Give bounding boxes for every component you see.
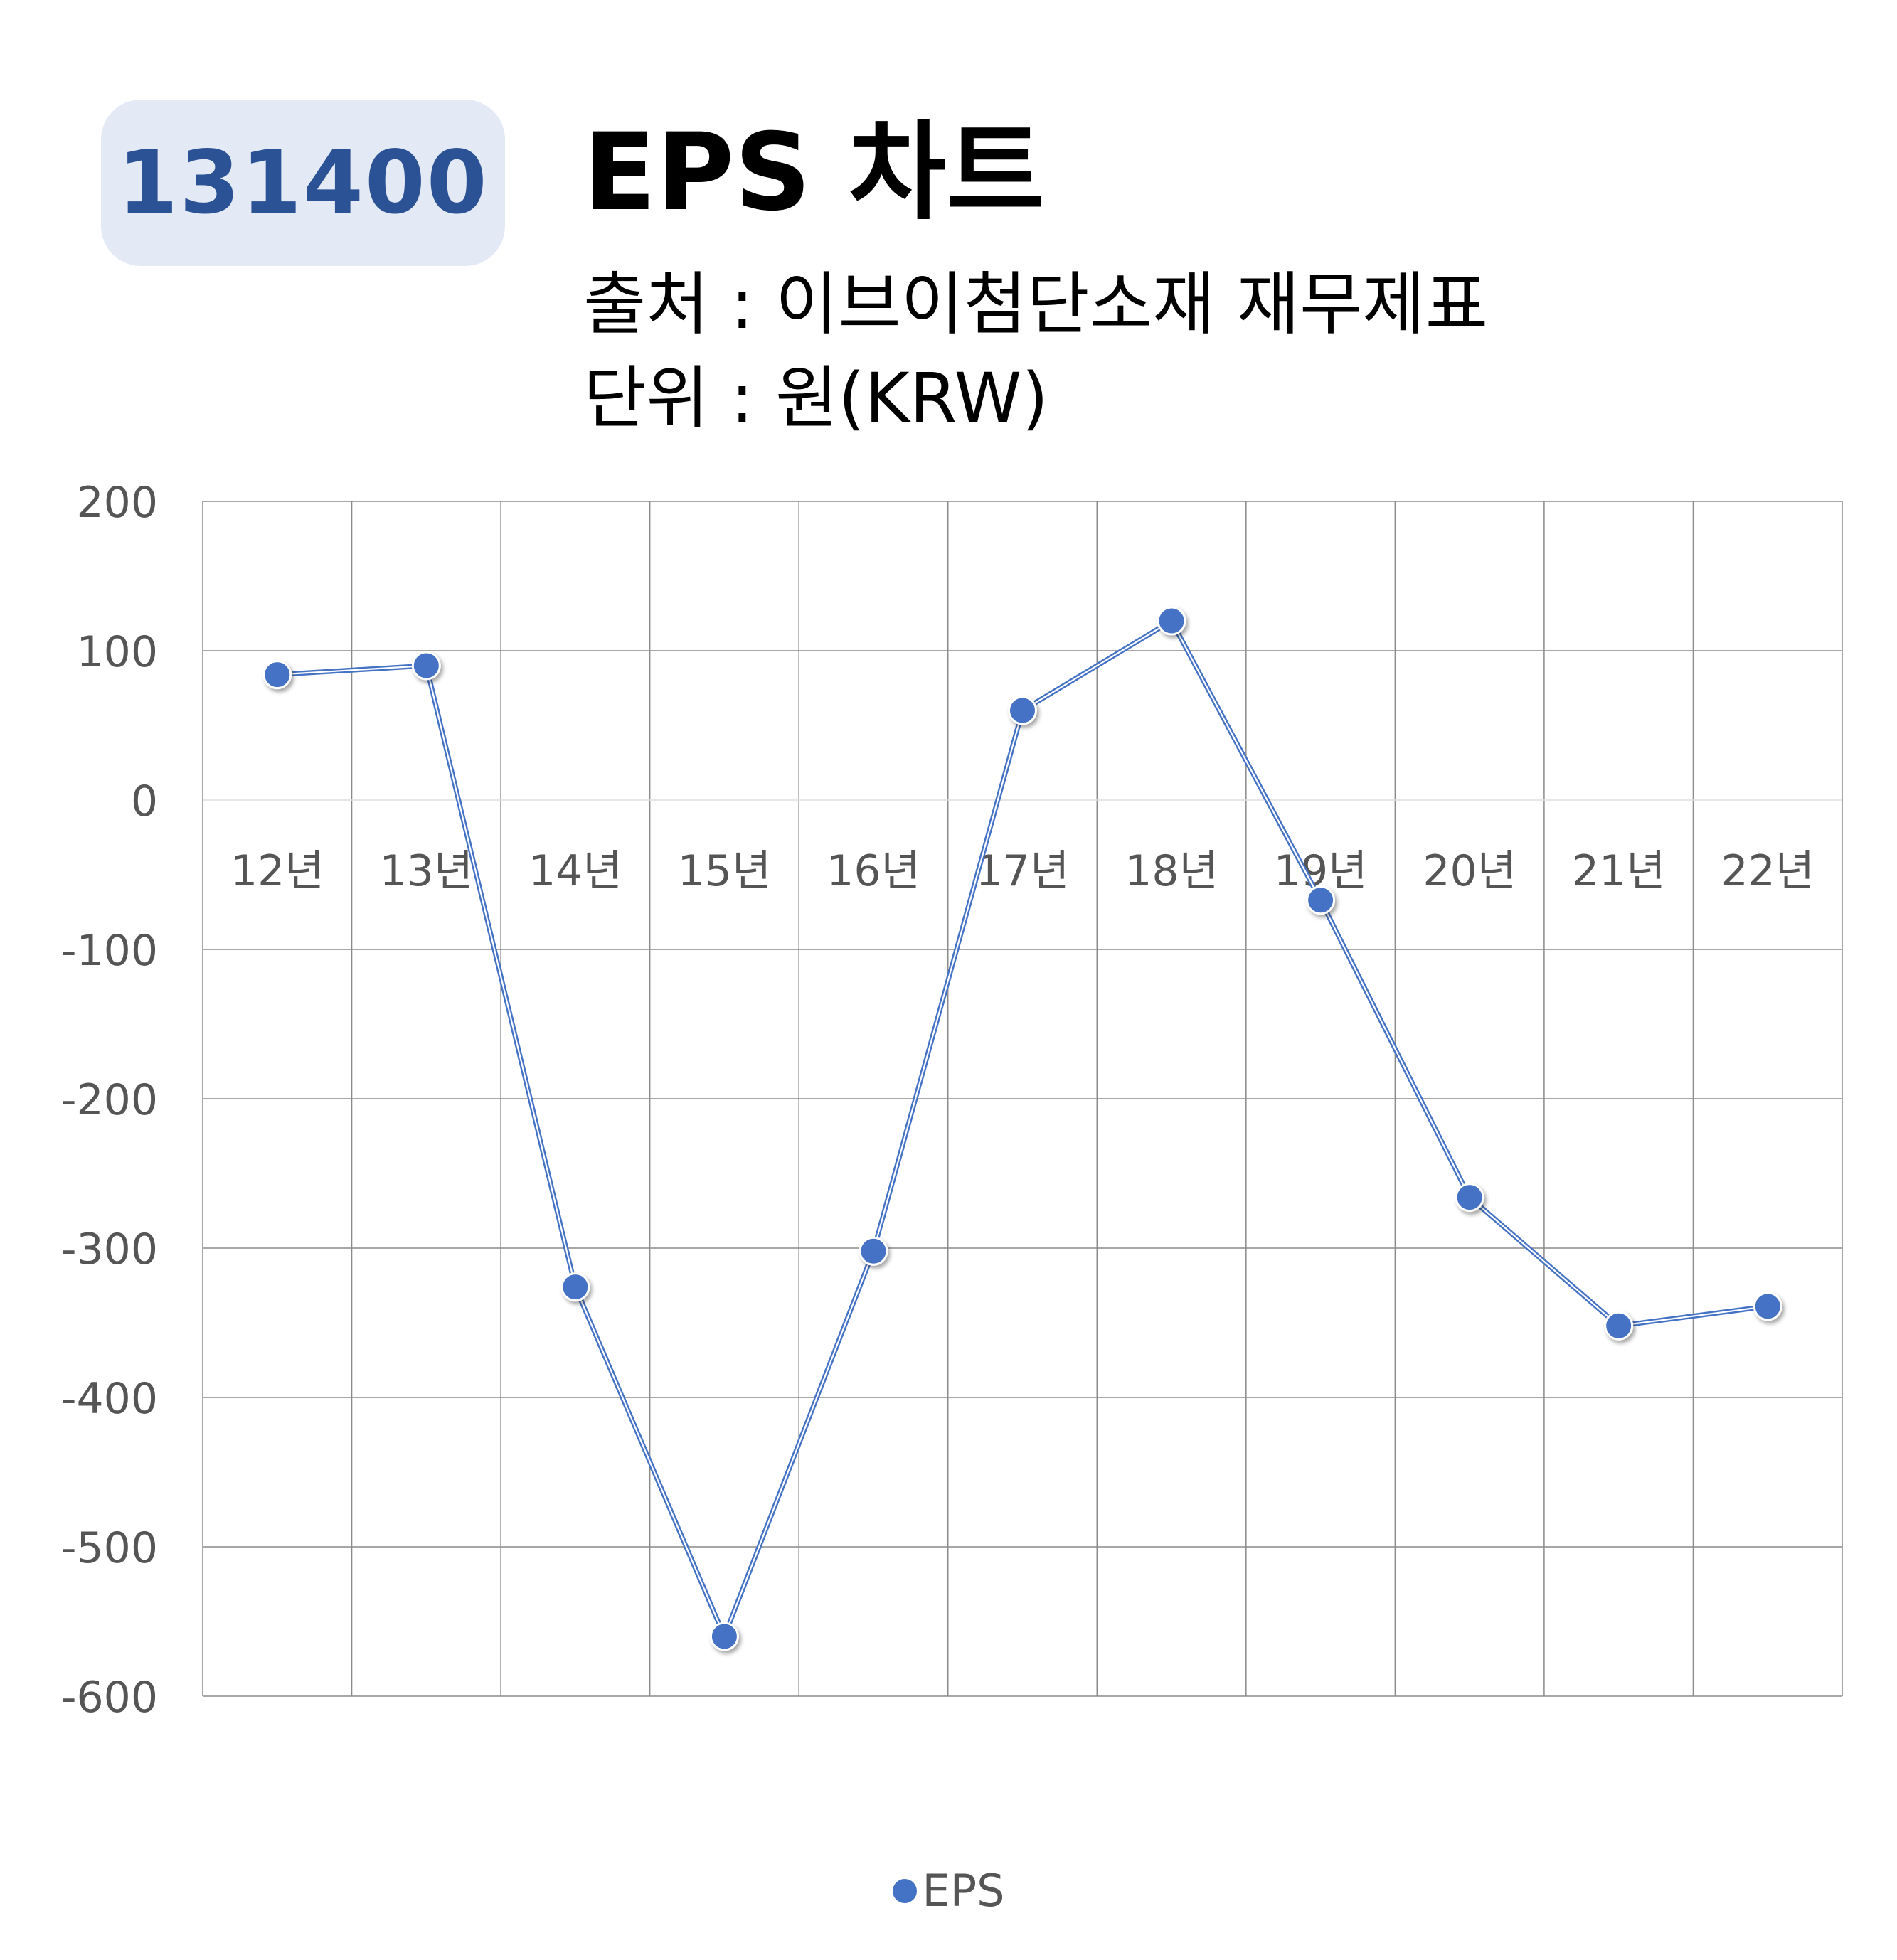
legend-eps-label: EPS xyxy=(922,1865,1005,1917)
x-tick-label: 14년 xyxy=(528,846,622,896)
legend-eps-marker xyxy=(892,1878,917,1903)
data-point xyxy=(1753,1291,1782,1321)
chart-title: EPS 차트 xyxy=(583,111,1045,235)
y-tick-label: 200 xyxy=(76,478,158,528)
y-tick-label: -400 xyxy=(61,1374,158,1424)
source-label: 출처 : 이브이첨단소재 재무제표 xyxy=(583,265,1489,344)
data-point xyxy=(1455,1183,1484,1213)
stock-code-badge: 131400 xyxy=(101,100,505,266)
data-point xyxy=(262,660,292,690)
x-axis-tick-labels: 12년 13년 14년 15년 16년 17년 18년 19년 20년 21년 22년 xyxy=(230,846,1814,896)
grid-lines xyxy=(202,501,1843,1697)
stock-code: 131400 xyxy=(117,132,489,233)
legend: EPS xyxy=(0,1865,1897,1917)
x-tick-label: 12년 xyxy=(230,846,324,896)
data-point xyxy=(1604,1311,1634,1341)
y-tick-label: 0 xyxy=(131,777,158,826)
y-tick-label: -100 xyxy=(61,926,158,976)
data-point xyxy=(411,651,441,681)
x-tick-label: 20년 xyxy=(1423,846,1516,896)
data-point xyxy=(1157,606,1186,636)
y-tick-label: -200 xyxy=(61,1075,158,1125)
data-point xyxy=(859,1236,888,1266)
x-tick-label: 21년 xyxy=(1572,846,1666,896)
y-axis-tick-labels: 200 100 0 -100 -200 -300 -400 -500 -600 xyxy=(61,478,158,1722)
x-tick-label: 17년 xyxy=(976,846,1070,896)
data-point xyxy=(1008,696,1037,725)
x-tick-label: 16년 xyxy=(827,846,920,896)
y-tick-label: -600 xyxy=(61,1673,158,1722)
unit-label: 단위 : 원(KRW) xyxy=(583,358,1048,438)
x-tick-label: 13년 xyxy=(380,846,474,896)
data-point xyxy=(560,1272,590,1302)
y-tick-label: -500 xyxy=(61,1523,158,1573)
eps-series-points xyxy=(262,606,1782,1651)
y-tick-label: -300 xyxy=(61,1225,158,1274)
x-tick-label: 15년 xyxy=(678,846,772,896)
data-point xyxy=(1306,885,1336,915)
y-tick-label: 100 xyxy=(76,627,158,677)
x-tick-label: 22년 xyxy=(1721,846,1814,896)
x-tick-label: 18년 xyxy=(1125,846,1218,896)
data-point xyxy=(709,1621,739,1651)
